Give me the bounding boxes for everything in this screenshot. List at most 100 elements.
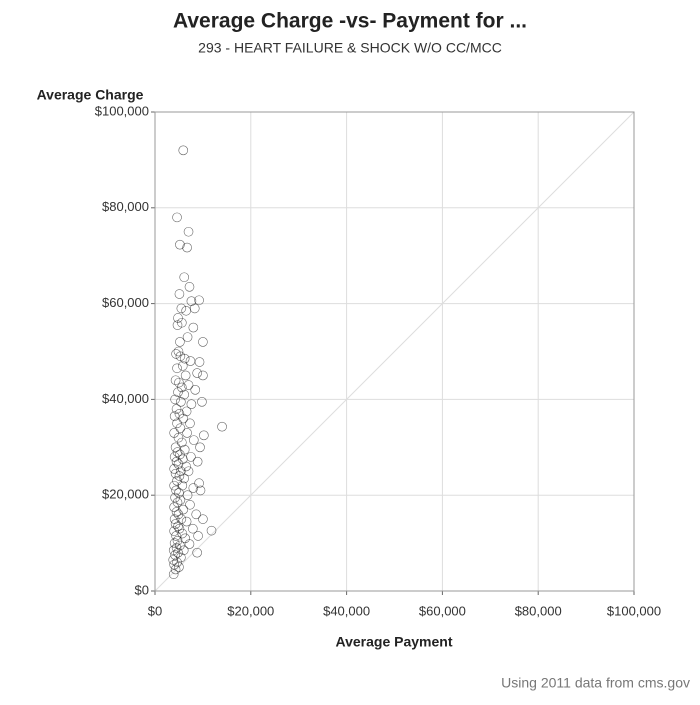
point	[188, 322, 199, 333]
x-tick-label: $40,000	[323, 603, 370, 618]
point	[171, 485, 181, 496]
point	[178, 145, 189, 156]
point	[174, 377, 184, 388]
point	[172, 447, 183, 457]
point	[173, 521, 183, 532]
point	[182, 490, 193, 501]
point	[191, 509, 201, 520]
point	[184, 282, 195, 292]
point	[182, 242, 192, 253]
point	[183, 466, 194, 477]
y-tick-label: $80,000	[102, 199, 149, 214]
point	[173, 387, 183, 398]
point	[199, 430, 209, 441]
point	[176, 303, 187, 314]
point	[170, 564, 181, 575]
point	[195, 442, 205, 453]
point	[171, 543, 182, 553]
point	[178, 545, 189, 556]
point	[182, 332, 193, 342]
point	[195, 485, 206, 496]
point	[194, 295, 204, 306]
point	[192, 368, 202, 378]
point	[193, 531, 203, 541]
point	[170, 492, 180, 503]
point	[206, 525, 217, 536]
point	[171, 456, 182, 467]
x-axis-label: Average Payment	[336, 634, 453, 650]
point	[179, 473, 190, 484]
point	[170, 442, 181, 453]
point	[175, 423, 186, 433]
point	[179, 272, 190, 283]
y-tick-label: $40,000	[102, 391, 149, 406]
point	[174, 471, 185, 481]
point	[168, 569, 179, 580]
point	[181, 516, 192, 527]
x-tick-label: $100,000	[607, 603, 661, 618]
chart-subtitle: 293 - HEART FAILURE & SHOCK W/O CC/MCC	[198, 40, 502, 56]
x-tick-label: $0	[148, 603, 162, 618]
point	[169, 559, 179, 570]
point	[175, 495, 186, 505]
point	[184, 539, 195, 549]
point	[172, 320, 183, 330]
point	[172, 212, 182, 223]
point	[198, 337, 208, 347]
point	[198, 514, 208, 524]
point	[189, 303, 200, 314]
point	[172, 535, 183, 546]
point	[185, 418, 195, 429]
point	[173, 346, 184, 357]
point	[173, 509, 184, 520]
point	[175, 337, 185, 347]
point	[177, 361, 188, 371]
x-tick-label: $60,000	[419, 603, 466, 618]
point	[172, 418, 182, 429]
point	[171, 404, 182, 414]
point	[188, 483, 199, 493]
point	[192, 547, 202, 558]
point	[183, 380, 194, 390]
point	[172, 363, 182, 374]
point	[198, 370, 208, 381]
x-tick-label: $80,000	[515, 603, 562, 618]
point	[181, 461, 191, 472]
point	[175, 540, 185, 551]
point	[188, 523, 198, 534]
footnote: Using 2011 data from cms.gov	[501, 675, 690, 691]
point	[190, 385, 201, 395]
point	[169, 480, 179, 491]
point	[171, 507, 182, 517]
point	[185, 499, 195, 510]
y-tick-label: $0	[135, 582, 149, 597]
point	[177, 382, 187, 393]
point	[170, 550, 180, 560]
point	[173, 432, 184, 443]
point	[194, 478, 204, 489]
x-tick-label: $20,000	[227, 603, 274, 618]
point	[181, 305, 191, 316]
point	[178, 413, 189, 424]
point	[173, 313, 183, 323]
point	[177, 437, 187, 448]
y-tick-label: $100,000	[95, 103, 149, 118]
point	[176, 552, 186, 563]
point	[179, 353, 190, 364]
point	[180, 370, 191, 381]
point	[192, 456, 203, 467]
point	[176, 396, 186, 407]
point	[172, 557, 182, 568]
point	[174, 562, 184, 572]
point	[185, 356, 196, 366]
point	[170, 519, 181, 529]
point	[186, 452, 196, 462]
point	[171, 531, 181, 541]
point	[172, 497, 183, 508]
point	[177, 528, 188, 539]
point	[172, 476, 182, 486]
point	[197, 396, 207, 407]
point	[169, 502, 179, 512]
point	[194, 357, 205, 367]
